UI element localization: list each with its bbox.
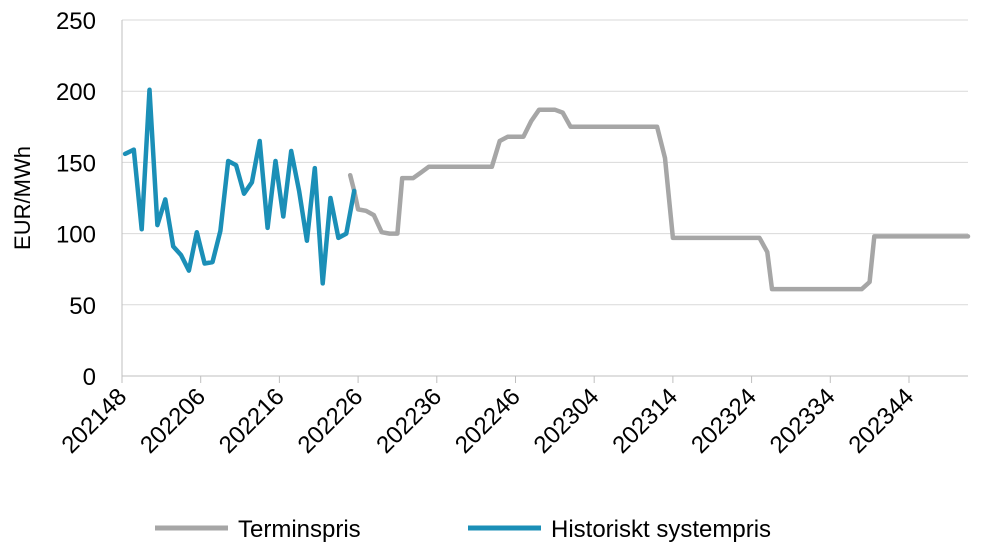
y-tick-labels: 0 50 100 150 200 250 [56,8,96,391]
x-tick-label: 202206 [135,383,211,459]
x-tick-label: 202216 [214,383,290,459]
series-line-historiskt-systempris [122,87,357,286]
series-lines [122,87,971,292]
y-tick-label: 200 [56,79,96,106]
grid-lines [122,19,968,306]
series-line-terminspris [347,107,971,292]
axes [121,20,968,383]
x-tick-label: 202344 [843,383,919,459]
legend: Terminspris Historiskt systempris [155,516,771,543]
y-tick-label: 150 [56,150,96,177]
x-tick-label: 202314 [607,383,683,459]
y-axis-label: EUR/MWh [10,146,35,250]
y-tick-label: 50 [69,293,96,320]
x-tick-label: 202246 [450,383,526,459]
y-tick-label: 0 [83,364,96,391]
y-tick-label: 250 [56,8,96,35]
y-tick-label: 100 [56,222,96,249]
x-tick-label: 202334 [765,383,841,459]
x-tick-labels: 202148 202206 202216 202226 202236 202246 2023… [57,383,920,459]
legend-label-terminspris: Terminspris [238,516,361,543]
x-tick-label: 202324 [686,383,762,459]
x-tick-label: 202148 [57,383,133,459]
x-tick-label: 202304 [529,383,605,459]
legend-label-historiskt-systempris: Historiskt systempris [551,516,771,543]
x-tick-label: 202226 [293,383,369,459]
x-tick-label: 202236 [371,383,447,459]
